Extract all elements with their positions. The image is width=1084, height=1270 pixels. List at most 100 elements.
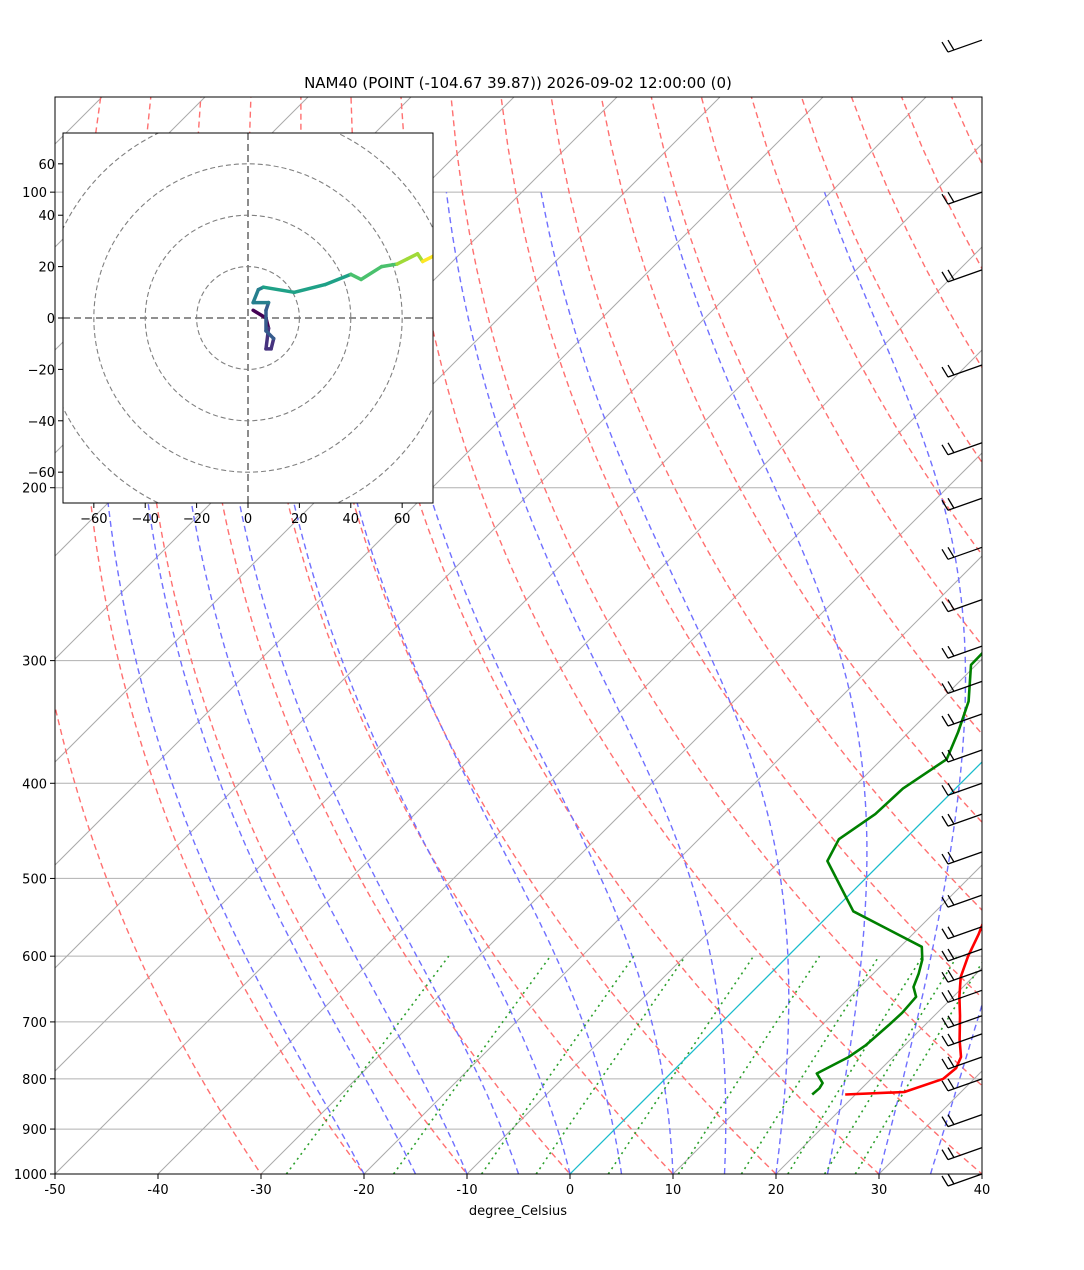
- isotherm-line: [55, 246, 982, 1174]
- hodograph-x-tick-label: −60: [80, 512, 107, 527]
- mixing-ratio-line: [854, 961, 982, 1174]
- dry-adiabat: [55, 703, 262, 1174]
- y-tick-label: 300: [22, 655, 47, 670]
- moist-adiabat: [98, 192, 365, 1174]
- mixing-ratio-lines: [285, 955, 982, 1174]
- hodograph-y-tick-label: 0: [47, 312, 55, 327]
- hodograph-segment: [323, 272, 353, 287]
- dry-adiabat: [138, 97, 468, 1174]
- hodograph-inset: −60 −40 −20 0 20 40 60 60 40 20 0 −20 −40 −60: [28, 132, 434, 527]
- dry-adiabat: [81, 97, 365, 1174]
- wind-barb: [941, 497, 983, 511]
- x-tick-label: 40: [974, 1183, 991, 1198]
- y-tick-label: 1000: [14, 1168, 47, 1183]
- wind-barb: [941, 782, 983, 796]
- dry-adiabat: [953, 0, 1084, 1195]
- hodograph-segment: [261, 285, 296, 295]
- x-tick-label: 20: [768, 1183, 785, 1198]
- isotherm-line: [569, 761, 982, 1174]
- wind-barb: [941, 1173, 983, 1187]
- x-axis: -50 -40 -30 -20 -10 0 10 20 30 40: [44, 1174, 990, 1198]
- hodograph-segment: [405, 252, 420, 261]
- dry-adiabat: [750, 97, 982, 556]
- y-tick-label: 100: [22, 186, 47, 201]
- isotherm-line: [55, 97, 927, 969]
- zero-isotherm-line: [569, 761, 982, 1174]
- chart-title: NAM40 (POINT (-104.67 39.87)) 2026-09-02…: [304, 74, 732, 92]
- skewt-plot-area: -50 -40 -30 -20 -10 0 10 20 30 40 100200300400500…: [14, 0, 1084, 1219]
- dewpoint-profile: [811, 651, 982, 1096]
- hodograph-segment: [349, 272, 363, 282]
- moist-adiabat: [981, 1171, 982, 1174]
- wind-barb: [941, 364, 983, 378]
- dry-adiabat: [1046, 0, 1084, 1195]
- isotherm-line: [55, 97, 618, 660]
- wind-barb: [941, 969, 983, 983]
- dry-adiabat: [450, 97, 982, 1087]
- mixing-ratio-line: [285, 955, 450, 1174]
- hodograph-x-tick-label: 0: [244, 512, 252, 527]
- hodograph-y-tick-label: −60: [28, 466, 55, 481]
- hodograph-y-tick-label: 20: [38, 261, 55, 276]
- wind-barb: [941, 269, 983, 283]
- x-tick-label: -50: [44, 1183, 65, 1198]
- wind-barb: [941, 713, 983, 727]
- mixing-ratio-line: [823, 955, 958, 1174]
- wind-barb: [941, 680, 983, 695]
- dry-adiabat: [700, 97, 982, 647]
- hodograph-segment: [292, 282, 327, 295]
- mixing-ratio-line: [535, 955, 687, 1174]
- hodograph-segment: [395, 257, 410, 266]
- hodograph-segment: [431, 254, 433, 259]
- y-tick-label: 800: [22, 1073, 47, 1088]
- y-tick-label: 200: [22, 482, 47, 497]
- moist-adiabat: [445, 192, 727, 1174]
- dry-adiabat: [248, 97, 674, 1174]
- isotherm-line: [55, 143, 982, 1072]
- hodograph-segment: [379, 262, 399, 269]
- wind-barb: [941, 1015, 983, 1029]
- dry-adiabat: [900, 97, 982, 271]
- hodograph-segment: [359, 264, 384, 282]
- hodograph-y-tick-label: −40: [28, 415, 55, 430]
- wind-barb: [941, 813, 983, 827]
- wind-barb: [941, 598, 983, 613]
- wind-barb: [941, 546, 983, 560]
- x-tick-label: -20: [353, 1183, 374, 1198]
- wind-barb: [941, 894, 983, 908]
- isotherm-line: [363, 555, 982, 1174]
- y-tick-label: 600: [22, 950, 47, 965]
- moist-adiabat: [370, 192, 674, 1174]
- wind-barb: [941, 1114, 983, 1128]
- isotherm-line: [157, 349, 982, 1174]
- hodograph-x-tick-label: 20: [291, 512, 308, 527]
- hodograph-x-tick-label: 40: [343, 512, 360, 527]
- isotherm-line: [260, 452, 982, 1174]
- moist-adiabat-lines: [98, 191, 982, 1174]
- moist-adiabat: [929, 1002, 982, 1174]
- wind-barb: [941, 1078, 983, 1092]
- isotherm-line: [775, 967, 982, 1174]
- dry-adiabat: [650, 97, 982, 736]
- isotherm-line: [55, 97, 721, 763]
- y-tick-label: 400: [22, 777, 47, 792]
- dry-adiabat: [400, 97, 982, 1174]
- x-tick-label: 30: [871, 1183, 888, 1198]
- x-tick-label: 10: [665, 1183, 682, 1198]
- hodograph-x-tick-label: −40: [132, 512, 159, 527]
- mixing-ratio-line: [392, 955, 552, 1174]
- y-tick-label: 900: [22, 1123, 47, 1138]
- wind-barb: [941, 1056, 983, 1070]
- wind-barb: [941, 749, 983, 763]
- hodograph-segment: [251, 308, 268, 320]
- dry-adiabat: [999, 0, 1084, 1195]
- y-tick-label: 500: [22, 872, 47, 887]
- sounding-profiles: [811, 651, 982, 1096]
- hodograph-x-tick-label: 60: [394, 512, 411, 527]
- dry-adiabat: [550, 97, 982, 912]
- isotherm-line: [981, 1173, 982, 1174]
- y-tick-label: 700: [22, 1016, 47, 1031]
- isotherm-line: [55, 97, 824, 866]
- mixing-ratio-line: [740, 955, 880, 1174]
